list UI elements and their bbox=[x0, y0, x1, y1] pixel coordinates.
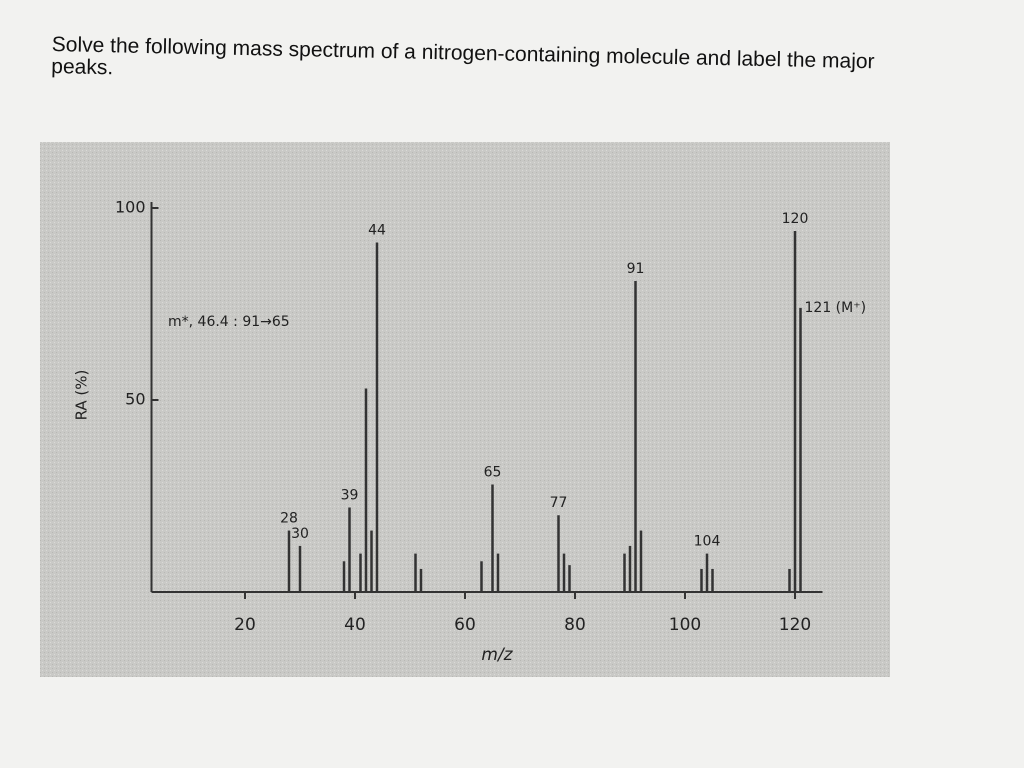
x-tick-label: 60 bbox=[454, 615, 476, 635]
peak-label: 104 bbox=[694, 534, 721, 550]
x-tick-label: 20 bbox=[234, 615, 256, 635]
y-tick-label: 50 bbox=[125, 390, 145, 409]
peak-label: 39 bbox=[341, 488, 359, 504]
y-axis-label: RA (%) bbox=[73, 370, 91, 421]
peak-label: 30 bbox=[291, 526, 309, 542]
peak-label: 120 bbox=[782, 211, 809, 227]
x-tick-label: 40 bbox=[344, 615, 366, 635]
peak-label: 28 bbox=[280, 511, 298, 527]
chart-panel bbox=[40, 142, 890, 677]
peak-label: 44 bbox=[368, 223, 386, 239]
y-tick-label: 100 bbox=[115, 198, 146, 217]
peak-label: 77 bbox=[550, 495, 568, 511]
peak-label: 121 (M⁺) bbox=[805, 300, 867, 316]
x-tick-label: 80 bbox=[564, 615, 586, 635]
x-tick-label: 120 bbox=[779, 615, 811, 635]
peak-label: 91 bbox=[627, 261, 645, 277]
x-axis-label: m/z bbox=[481, 645, 513, 665]
x-tick-label: 100 bbox=[669, 615, 701, 635]
peak-label: 65 bbox=[484, 464, 502, 480]
annotation: m*, 46.4 : 91→65 bbox=[168, 314, 290, 330]
